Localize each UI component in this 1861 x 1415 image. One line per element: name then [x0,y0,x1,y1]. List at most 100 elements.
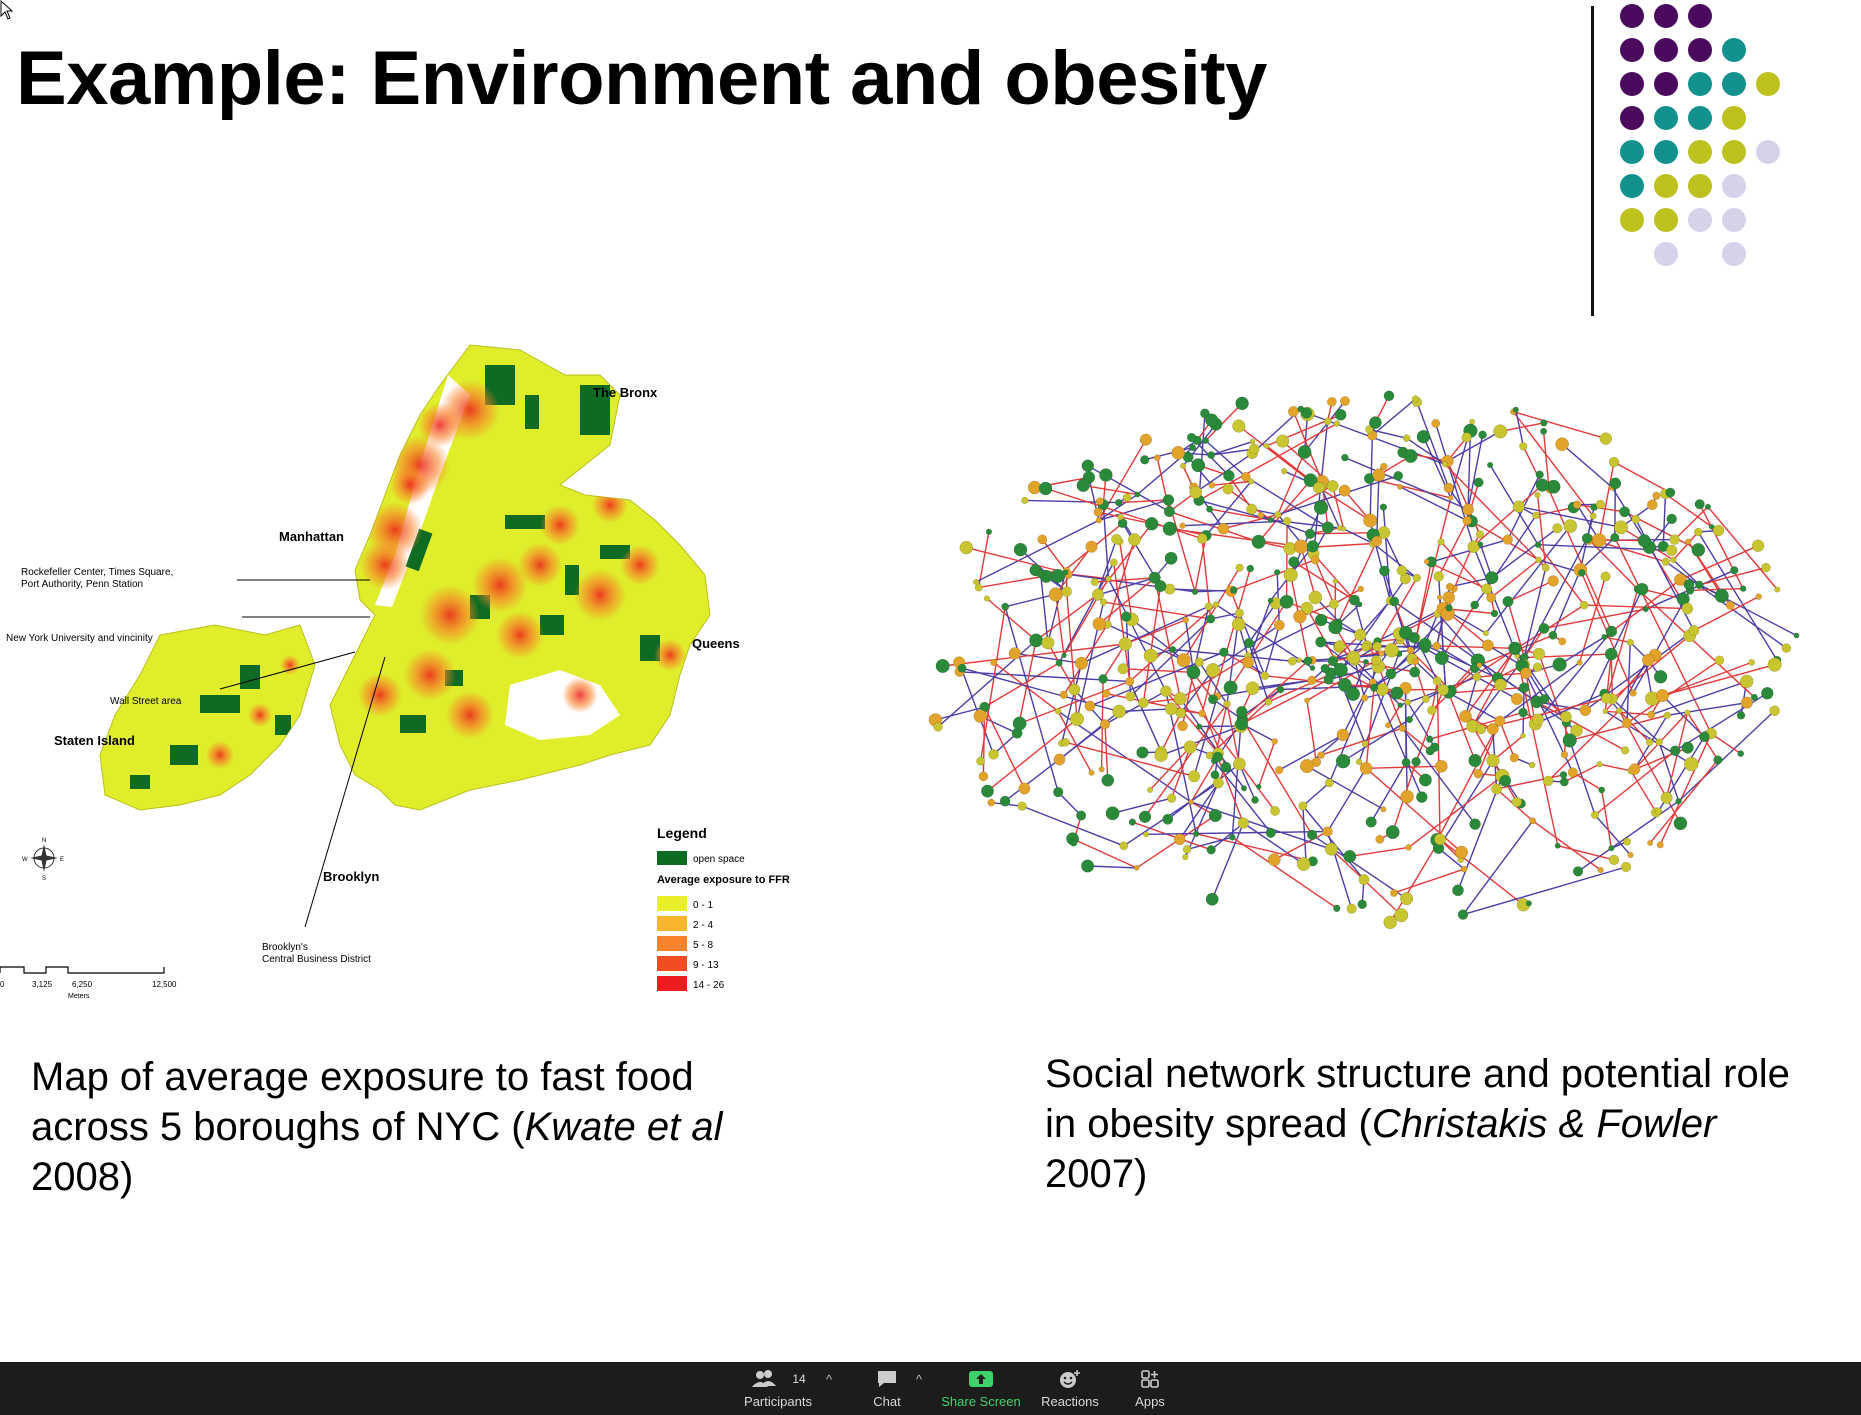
network-node [1641,653,1655,667]
network-node [1477,541,1484,548]
network-edge [1304,400,1346,453]
network-edge [1439,838,1524,906]
network-edge [1599,763,1632,772]
network-node [1615,707,1623,714]
network-node [1327,396,1337,407]
reactions-button[interactable]: Reactions [1041,1366,1099,1412]
network-node [1212,601,1220,608]
network-edge [1662,664,1775,697]
network-node [1335,753,1351,769]
decorative-dot-grid [1620,4,1800,274]
network-node [1534,491,1541,499]
network-edge [1576,504,1600,541]
decorative-dot [1722,72,1746,96]
network-node [1166,793,1177,803]
network-node [990,658,998,667]
network-edge [1129,604,1217,682]
network-edge [1165,690,1219,754]
network-node [1404,698,1412,706]
network-node [1608,854,1620,866]
network-node [1324,778,1334,788]
network-node [978,771,989,782]
network-edge [1515,409,1524,447]
apps-button[interactable]: Apps [1130,1366,1170,1412]
network-edge [1438,520,1468,577]
network-node [1375,683,1389,697]
network-node [972,579,979,585]
meeting-toolbar: 14 Participants ^ Chat ^ Share Screen Re… [0,1362,1861,1415]
network-edge [1548,489,1613,632]
network-node [1208,808,1222,823]
network-edge [1211,480,1252,486]
network-node [1579,600,1589,610]
network-edge [987,718,1078,792]
network-node [1437,684,1449,696]
network-edge [1499,662,1581,722]
network-edge [1241,678,1329,725]
network-edge [1598,461,1615,541]
network-node [1482,630,1489,637]
chat-button[interactable]: Chat [867,1366,907,1412]
network-node [1405,844,1412,851]
network-edge [1521,567,1547,666]
network-edge [1179,782,1219,840]
network-node [1673,816,1688,831]
network-node [1308,590,1323,605]
network-edge [993,732,1018,755]
network-node [1595,499,1606,510]
network-node [1179,462,1187,470]
chat-options-caret-icon[interactable]: ^ [916,1372,923,1387]
decorative-dot [1688,38,1712,62]
network-node [1144,517,1159,531]
network-edge [1601,789,1613,849]
network-node [1601,633,1608,641]
network-edge [1089,651,1225,707]
svg-text:Meters: Meters [68,993,90,1000]
title-divider-line [1591,6,1594,316]
network-node [1332,578,1339,584]
network-node [1235,717,1249,731]
network-edge [1198,661,1228,705]
network-node [1665,487,1676,498]
network-edge [1665,561,1787,649]
network-node [935,658,950,674]
network-edge [1699,566,1767,586]
network-node [1666,513,1677,525]
network-node [1336,728,1350,742]
network-edge [1059,710,1120,761]
network-node [1704,503,1711,510]
participants-options-caret-icon[interactable]: ^ [826,1372,833,1387]
network-edge [1198,413,1206,501]
network-node [1534,541,1542,548]
network-edge [1513,411,1606,440]
network-edge [1518,505,1622,528]
network-node [1663,711,1671,719]
decorative-dot [1688,72,1712,96]
network-node [1050,568,1065,583]
network-node [1371,535,1383,547]
network-node [1147,786,1154,793]
network-node [1620,861,1632,873]
network-node [1235,563,1244,572]
network-edge [1407,701,1431,740]
network-node [1105,575,1112,582]
network-node [1459,709,1472,723]
network-edge [966,546,1066,574]
network-node [1389,596,1400,607]
network-node [1340,526,1347,532]
network-node [1473,477,1484,488]
network-node [1204,602,1213,611]
network-node [973,709,988,723]
network-edge [1184,782,1219,858]
participants-button[interactable]: 14 Participants [740,1366,816,1412]
participants-icon: 14 [750,1366,806,1392]
network-node [1385,668,1397,680]
network-edge [1258,479,1312,543]
window-edge [1832,0,1861,1362]
network-node [1385,825,1400,840]
network-edge [1160,712,1182,753]
network-node [1532,647,1546,661]
share-screen-button[interactable]: Share Screen [941,1366,1021,1412]
network-node [1555,437,1569,452]
network-edge [1467,430,1472,510]
